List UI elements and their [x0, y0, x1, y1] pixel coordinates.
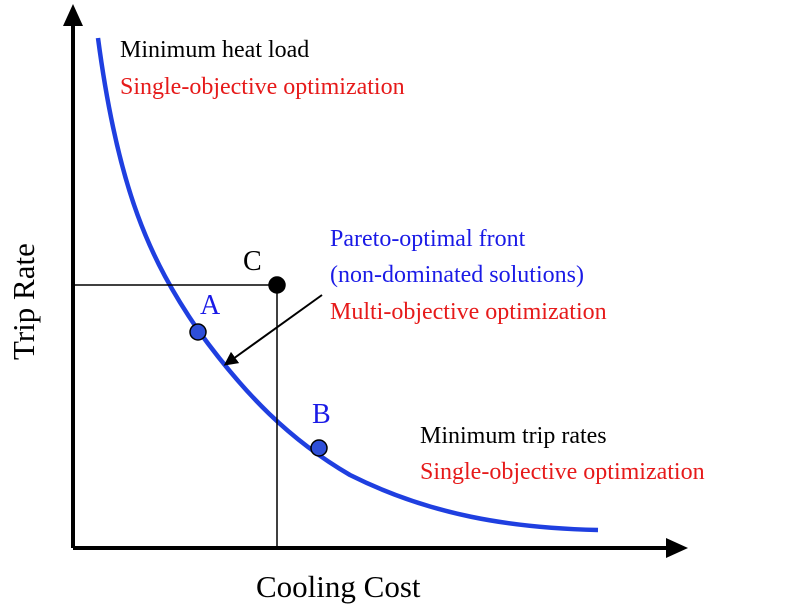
point-b-marker: [310, 439, 328, 457]
x-axis-label: Cooling Cost: [256, 569, 421, 604]
center-annotation-line2: (non-dominated solutions): [330, 262, 584, 288]
y-axis-label: Trip Rate: [6, 243, 41, 360]
center-annotation-line3: Multi-objective optimization: [330, 299, 607, 325]
point-c-label: C: [243, 246, 262, 277]
point-a-marker: [189, 323, 207, 341]
point-c-marker: [268, 276, 286, 294]
top-left-annotation-line2: Single-objective optimization: [120, 74, 405, 100]
pareto-front-curve: [95, 37, 599, 533]
bottom-right-annotation-line1: Minimum trip rates: [420, 423, 607, 449]
top-left-annotation-line1: Minimum heat load: [120, 37, 309, 63]
bottom-right-annotation-line2: Single-objective optimization: [420, 459, 705, 485]
y-axis-arrowhead: [63, 4, 83, 26]
point-b-label: B: [312, 399, 331, 430]
point-a-label: A: [200, 290, 221, 321]
front-pointer-arrow: [223, 294, 323, 366]
center-annotation-line1: Pareto-optimal front: [330, 226, 526, 252]
x-axis-arrowhead: [666, 538, 688, 558]
